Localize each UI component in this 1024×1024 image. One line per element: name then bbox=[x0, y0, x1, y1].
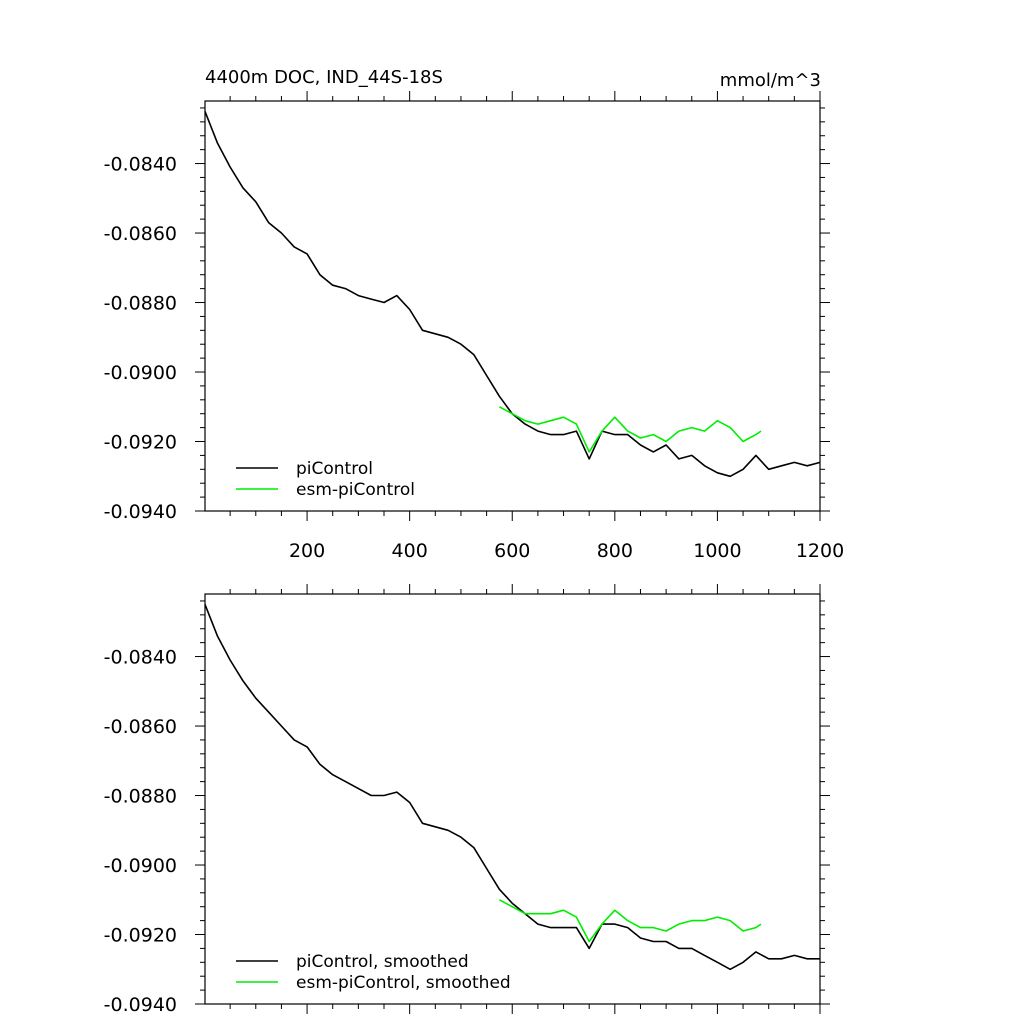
bottom-y-tick-label: -0.0940 bbox=[104, 994, 177, 1016]
top-y-tick-label: -0.0880 bbox=[104, 293, 177, 315]
bottom-y-tick-label: -0.0880 bbox=[104, 786, 177, 808]
top-plot-frame bbox=[204, 100, 821, 512]
top-series-esm-picontrol bbox=[499, 406, 762, 453]
top-y-tick-label: -0.0900 bbox=[104, 362, 177, 384]
bottom-y-tick-label: -0.0840 bbox=[104, 647, 177, 669]
top-x-tick-label: 400 bbox=[392, 540, 428, 562]
top-y-tick-label: -0.0840 bbox=[104, 154, 177, 176]
bottom-series-picontrol-smoothed bbox=[204, 604, 820, 971]
top-legend-label: esm-piControl bbox=[296, 480, 415, 500]
top-x-tick-label: 1200 bbox=[796, 540, 844, 562]
top-panel: 200 400 600 800 1000 1200 -0.0840 -0.0860 -0.088… bbox=[104, 91, 844, 562]
top-y-tick-label: -0.0940 bbox=[104, 501, 177, 523]
units-label: mmol/m^3 bbox=[720, 70, 821, 91]
bottom-legend-label: esm-piControl, smoothed bbox=[296, 973, 511, 993]
bottom-plot-frame bbox=[204, 593, 821, 1005]
bottom-y-tick-label: -0.0900 bbox=[104, 855, 177, 877]
top-series-picontrol bbox=[204, 111, 821, 478]
top-y-tick-label: -0.0860 bbox=[104, 223, 177, 245]
top-x-tick-label: 600 bbox=[494, 540, 530, 562]
bottom-legend-label: piControl, smoothed bbox=[296, 952, 469, 972]
top-y-tick-label: -0.0920 bbox=[104, 432, 177, 454]
bottom-y-tick-label: -0.0920 bbox=[104, 925, 177, 947]
top-legend-label: piControl bbox=[296, 459, 373, 479]
bottom-y-tick-label: -0.0860 bbox=[104, 716, 177, 738]
top-x-tick-label: 200 bbox=[289, 540, 325, 562]
chart-title: 4400m DOC, IND_44S-18S bbox=[205, 67, 443, 88]
top-x-tick-label: 800 bbox=[597, 540, 633, 562]
bottom-panel: -0.0840 -0.0860 -0.0880 -0.0900 -0.0920 -0.09… bbox=[104, 584, 830, 1016]
top-x-tick-label: 1000 bbox=[693, 540, 741, 562]
bottom-series-esm-picontrol-smoothed bbox=[499, 899, 762, 943]
